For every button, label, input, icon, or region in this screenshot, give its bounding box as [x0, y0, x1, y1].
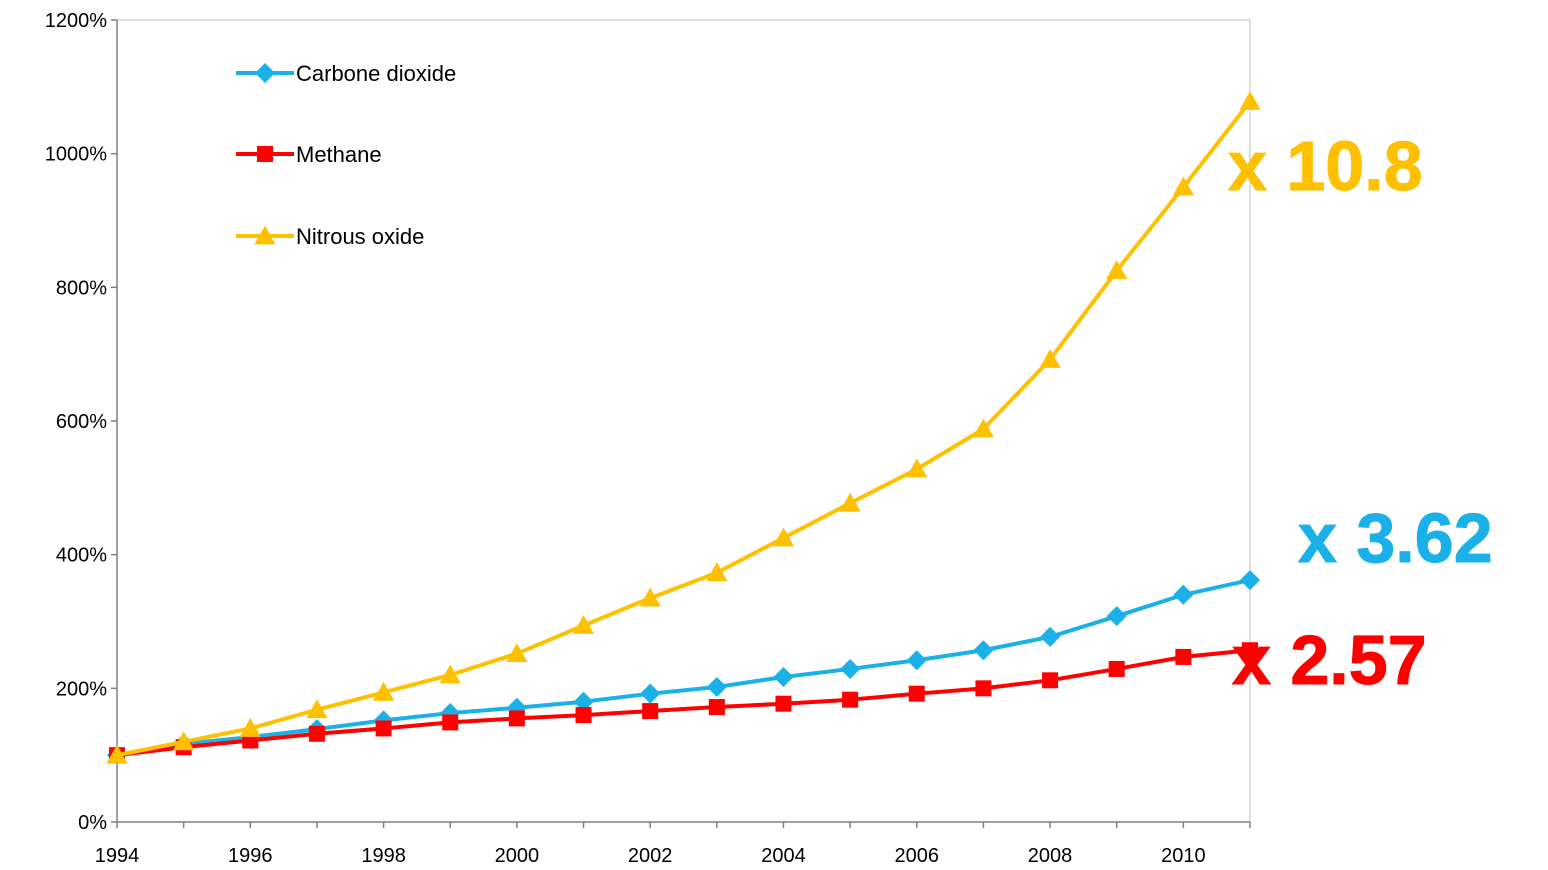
legend-label: Methane — [296, 142, 382, 167]
series-line — [116, 578, 1251, 758]
data-point — [906, 458, 928, 478]
data-point — [373, 681, 395, 701]
data-point — [640, 683, 661, 704]
legend-item: Carbone dioxide — [236, 61, 456, 86]
data-point — [1242, 642, 1258, 659]
legend-label: Nitrous oxide — [296, 224, 424, 249]
data-point — [306, 699, 328, 719]
data-point — [1106, 260, 1128, 280]
data-point — [1039, 349, 1061, 368]
multiplier-annotation: x 2.57 — [1232, 621, 1427, 699]
x-tick-label: 2006 — [895, 845, 940, 867]
data-point — [506, 643, 528, 662]
data-point — [575, 707, 592, 724]
data-point — [255, 63, 275, 83]
data-point — [906, 650, 927, 671]
axes: 0% 200% 400% 600% 800% 1000% 1200% 1994 1996 1998… — [45, 10, 1251, 867]
data-point — [573, 691, 594, 712]
data-point — [975, 680, 992, 697]
data-point — [106, 744, 128, 764]
data-point — [1175, 648, 1192, 665]
series-line — [116, 648, 1251, 758]
data-point — [1240, 570, 1260, 591]
data-point — [254, 225, 276, 245]
legend: Carbone dioxide Methane Nitrous oxide — [236, 61, 456, 249]
data-point — [839, 492, 861, 512]
x-tick-label: 2004 — [761, 845, 806, 867]
data-point — [772, 527, 794, 547]
data-point — [840, 658, 861, 679]
y-tick-label: 800% — [56, 277, 107, 299]
legend-label: Carbone dioxide — [296, 61, 456, 86]
data-point — [573, 615, 595, 634]
series-line — [116, 100, 1252, 758]
x-tick-label: 1998 — [361, 845, 406, 867]
data-point — [442, 714, 459, 731]
x-tick-label: 2000 — [495, 845, 540, 867]
legend-item: Nitrous oxide — [236, 224, 424, 249]
data-point — [1108, 660, 1125, 677]
data-point — [773, 666, 794, 687]
y-tick-label: 200% — [56, 678, 107, 700]
y-tick-label: 600% — [56, 411, 107, 433]
data-point — [708, 699, 725, 716]
series-nitrous-oxide — [106, 91, 1261, 764]
y-tick-label: 1200% — [45, 10, 107, 32]
data-point — [1172, 176, 1194, 196]
data-point — [375, 720, 392, 737]
data-point — [1040, 626, 1061, 647]
series-layer — [106, 91, 1261, 766]
legend-item: Methane — [236, 142, 382, 167]
data-point — [1106, 606, 1127, 627]
plot-area — [116, 19, 1251, 823]
data-point — [842, 691, 859, 708]
data-point — [972, 418, 994, 438]
multiplier-annotation: x 3.62 — [1298, 499, 1493, 577]
data-point — [239, 717, 261, 737]
y-tick-label: 0% — [78, 812, 107, 834]
data-point — [908, 685, 925, 702]
data-point — [1173, 584, 1194, 605]
data-point — [308, 725, 325, 742]
data-point — [706, 676, 727, 697]
data-point — [642, 703, 659, 720]
y-tick-label: 400% — [56, 545, 107, 567]
data-point — [775, 695, 792, 712]
data-point — [706, 562, 728, 582]
x-tick-label: 2008 — [1028, 845, 1073, 867]
data-point — [439, 664, 461, 684]
data-point — [1042, 672, 1059, 689]
x-tick-label: 2010 — [1161, 845, 1206, 867]
x-tick-label: 2002 — [628, 845, 673, 867]
data-point — [973, 640, 994, 661]
multiplier-annotation: x 10.8 — [1228, 127, 1423, 205]
plot-border — [116, 19, 1251, 823]
y-tick-label: 1000% — [45, 144, 107, 166]
data-point — [508, 710, 525, 727]
data-point — [173, 731, 195, 751]
x-tick-label: 1996 — [228, 845, 273, 867]
x-tick-label: 1994 — [95, 845, 140, 867]
series-methane — [109, 642, 1258, 764]
data-point — [257, 146, 273, 162]
data-point — [1239, 91, 1261, 110]
data-point — [639, 587, 661, 607]
annotations: x 10.8 x 3.62 x 2.57 — [1228, 127, 1494, 700]
